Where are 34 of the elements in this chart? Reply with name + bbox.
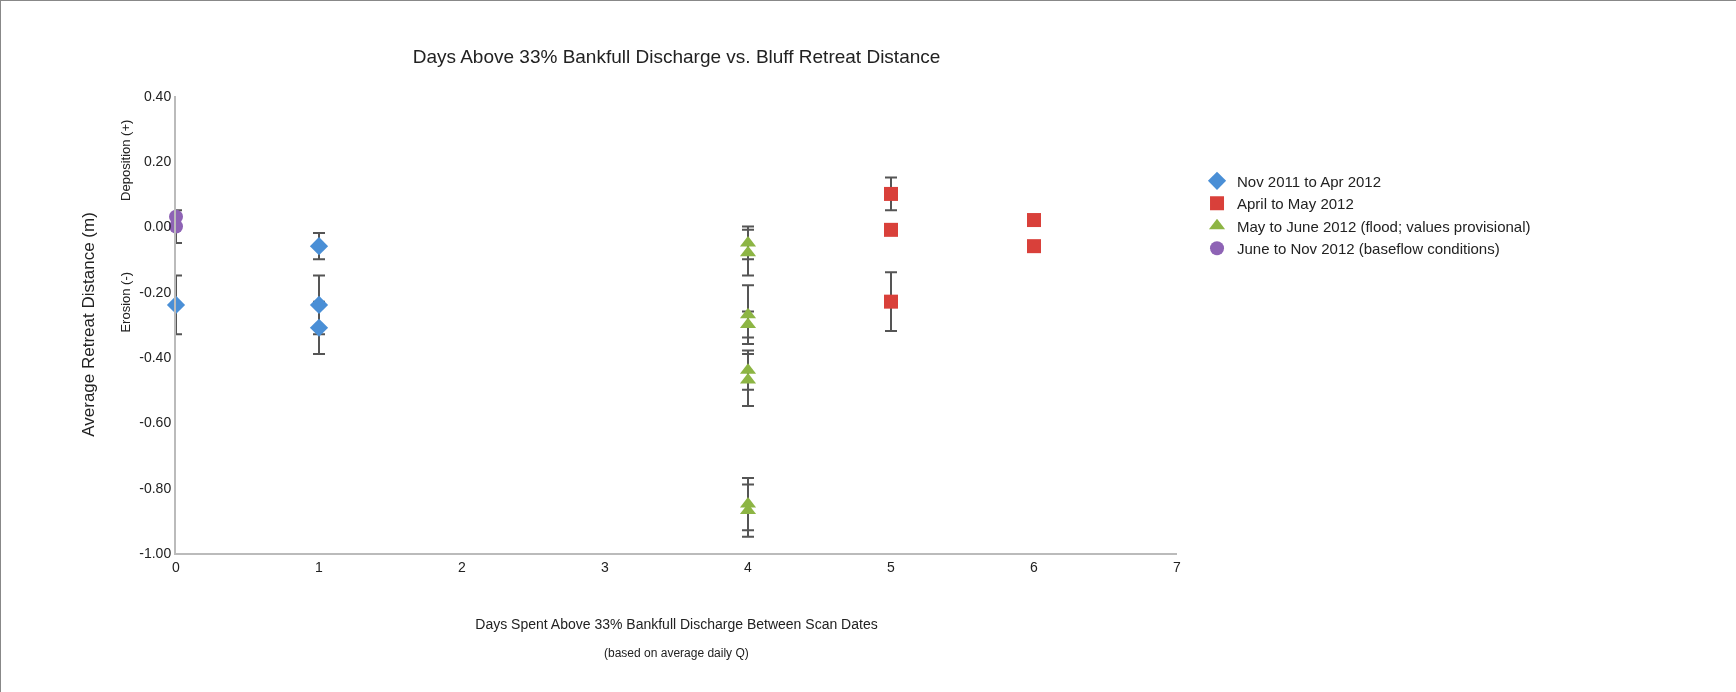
y-axis-title: Average Retreat Distance (m) [79,212,99,437]
y-tick-label: -1.00 [139,544,172,561]
x-tick-label: 4 [744,558,753,575]
point [309,237,329,256]
x-tick-label: 0 [172,558,181,575]
x-tick-label: 5 [887,558,896,575]
point [1027,213,1041,228]
x-tick-label: 6 [1030,558,1039,575]
legend-label: June to Nov 2012 (baseflow conditions) [1237,240,1500,258]
point [1027,239,1041,254]
point [884,222,898,237]
x-axis-title: Days Spent Above 33% Bankfull Discharge Between Scan Dates [475,615,878,632]
text: (based on average daily Q) [604,646,749,660]
point [309,318,329,337]
x-tick-label: 7 [1173,558,1182,575]
y-tick-label: -0.40 [139,349,172,366]
point [309,295,329,315]
y-tick-label: 0.20 [143,153,172,170]
y-tick-label: -0.20 [139,283,172,300]
legend-label: April to May 2012 [1237,195,1354,213]
y-tick-label: -0.80 [139,479,172,496]
x-tick-label: 3 [601,558,610,575]
y-tick-label: 0.40 [143,87,172,104]
chart-title: Days Above 33% Bankfull Discharge vs. Bluff Retreat Distance [412,45,941,67]
text: Erosion (-) [118,271,134,333]
x-tick-label: 2 [458,558,467,575]
y-tick-label: 0.00 [143,218,172,235]
point [884,186,898,201]
legend-label: Nov 2011 to Apr 2012 [1237,172,1382,190]
x-tick-label: 1 [315,558,324,575]
y-tick-label: -0.60 [139,414,172,431]
point [884,294,898,309]
text: Deposition (+) [117,119,133,201]
legend-label: May to June 2012 (flood; values provisional) [1237,217,1531,235]
